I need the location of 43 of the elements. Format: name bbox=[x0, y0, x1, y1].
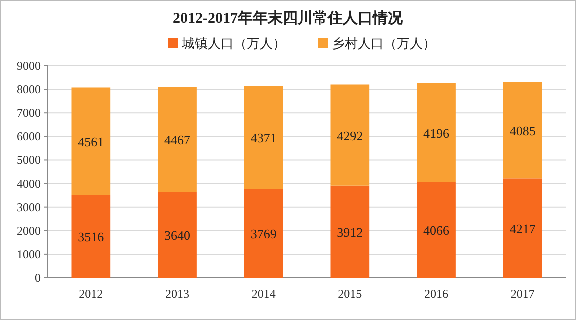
data-label: 4196 bbox=[424, 126, 450, 141]
bar bbox=[417, 182, 456, 278]
bar bbox=[72, 195, 111, 278]
bar bbox=[158, 192, 197, 278]
data-label: 3516 bbox=[78, 230, 105, 245]
x-tick-label: 2013 bbox=[166, 287, 190, 301]
y-tick-label: 2000 bbox=[17, 224, 41, 238]
bar bbox=[503, 82, 542, 179]
bar bbox=[72, 88, 111, 196]
bar bbox=[330, 186, 370, 278]
x-tick-label: 2012 bbox=[79, 287, 104, 301]
x-tick-label: 2017 bbox=[510, 287, 535, 301]
x-tick-label: 2014 bbox=[252, 287, 276, 301]
data-label: 3912 bbox=[337, 224, 364, 240]
data-label: 4561 bbox=[78, 134, 104, 150]
y-tick-label: 5000 bbox=[17, 153, 41, 168]
x-tick-label: 2016 bbox=[424, 287, 448, 301]
y-tick-label: 9000 bbox=[17, 59, 41, 73]
legend-label: 城镇人口（万人） bbox=[181, 36, 286, 51]
legend-label: 乡村人口（万人） bbox=[332, 36, 436, 51]
bar bbox=[417, 83, 456, 182]
y-tick-label: 1000 bbox=[17, 247, 41, 262]
data-label: 4085 bbox=[510, 124, 536, 139]
y-tick-label: 3000 bbox=[17, 200, 41, 214]
bar bbox=[330, 84, 370, 186]
chart-title: 2012-2017年年末四川常住人口情况 bbox=[173, 10, 404, 27]
data-label: 3640 bbox=[164, 228, 190, 244]
bar bbox=[244, 189, 284, 278]
y-tick-label: 8000 bbox=[17, 82, 41, 97]
data-label: 4467 bbox=[164, 132, 191, 148]
bar bbox=[244, 86, 284, 190]
data-label: 3769 bbox=[250, 226, 277, 242]
data-label: 4292 bbox=[337, 128, 364, 144]
x-tick-label: 2015 bbox=[338, 287, 362, 301]
bar bbox=[503, 178, 542, 278]
y-tick-label: 0 bbox=[35, 271, 41, 285]
y-tick-label: 7000 bbox=[17, 106, 41, 120]
data-label: 4217 bbox=[510, 221, 536, 236]
bar bbox=[158, 87, 197, 192]
y-tick-label: 4000 bbox=[17, 176, 41, 191]
data-label: 4066 bbox=[424, 223, 450, 238]
data-label: 4371 bbox=[250, 130, 277, 146]
y-tick-label: 6000 bbox=[17, 130, 41, 144]
